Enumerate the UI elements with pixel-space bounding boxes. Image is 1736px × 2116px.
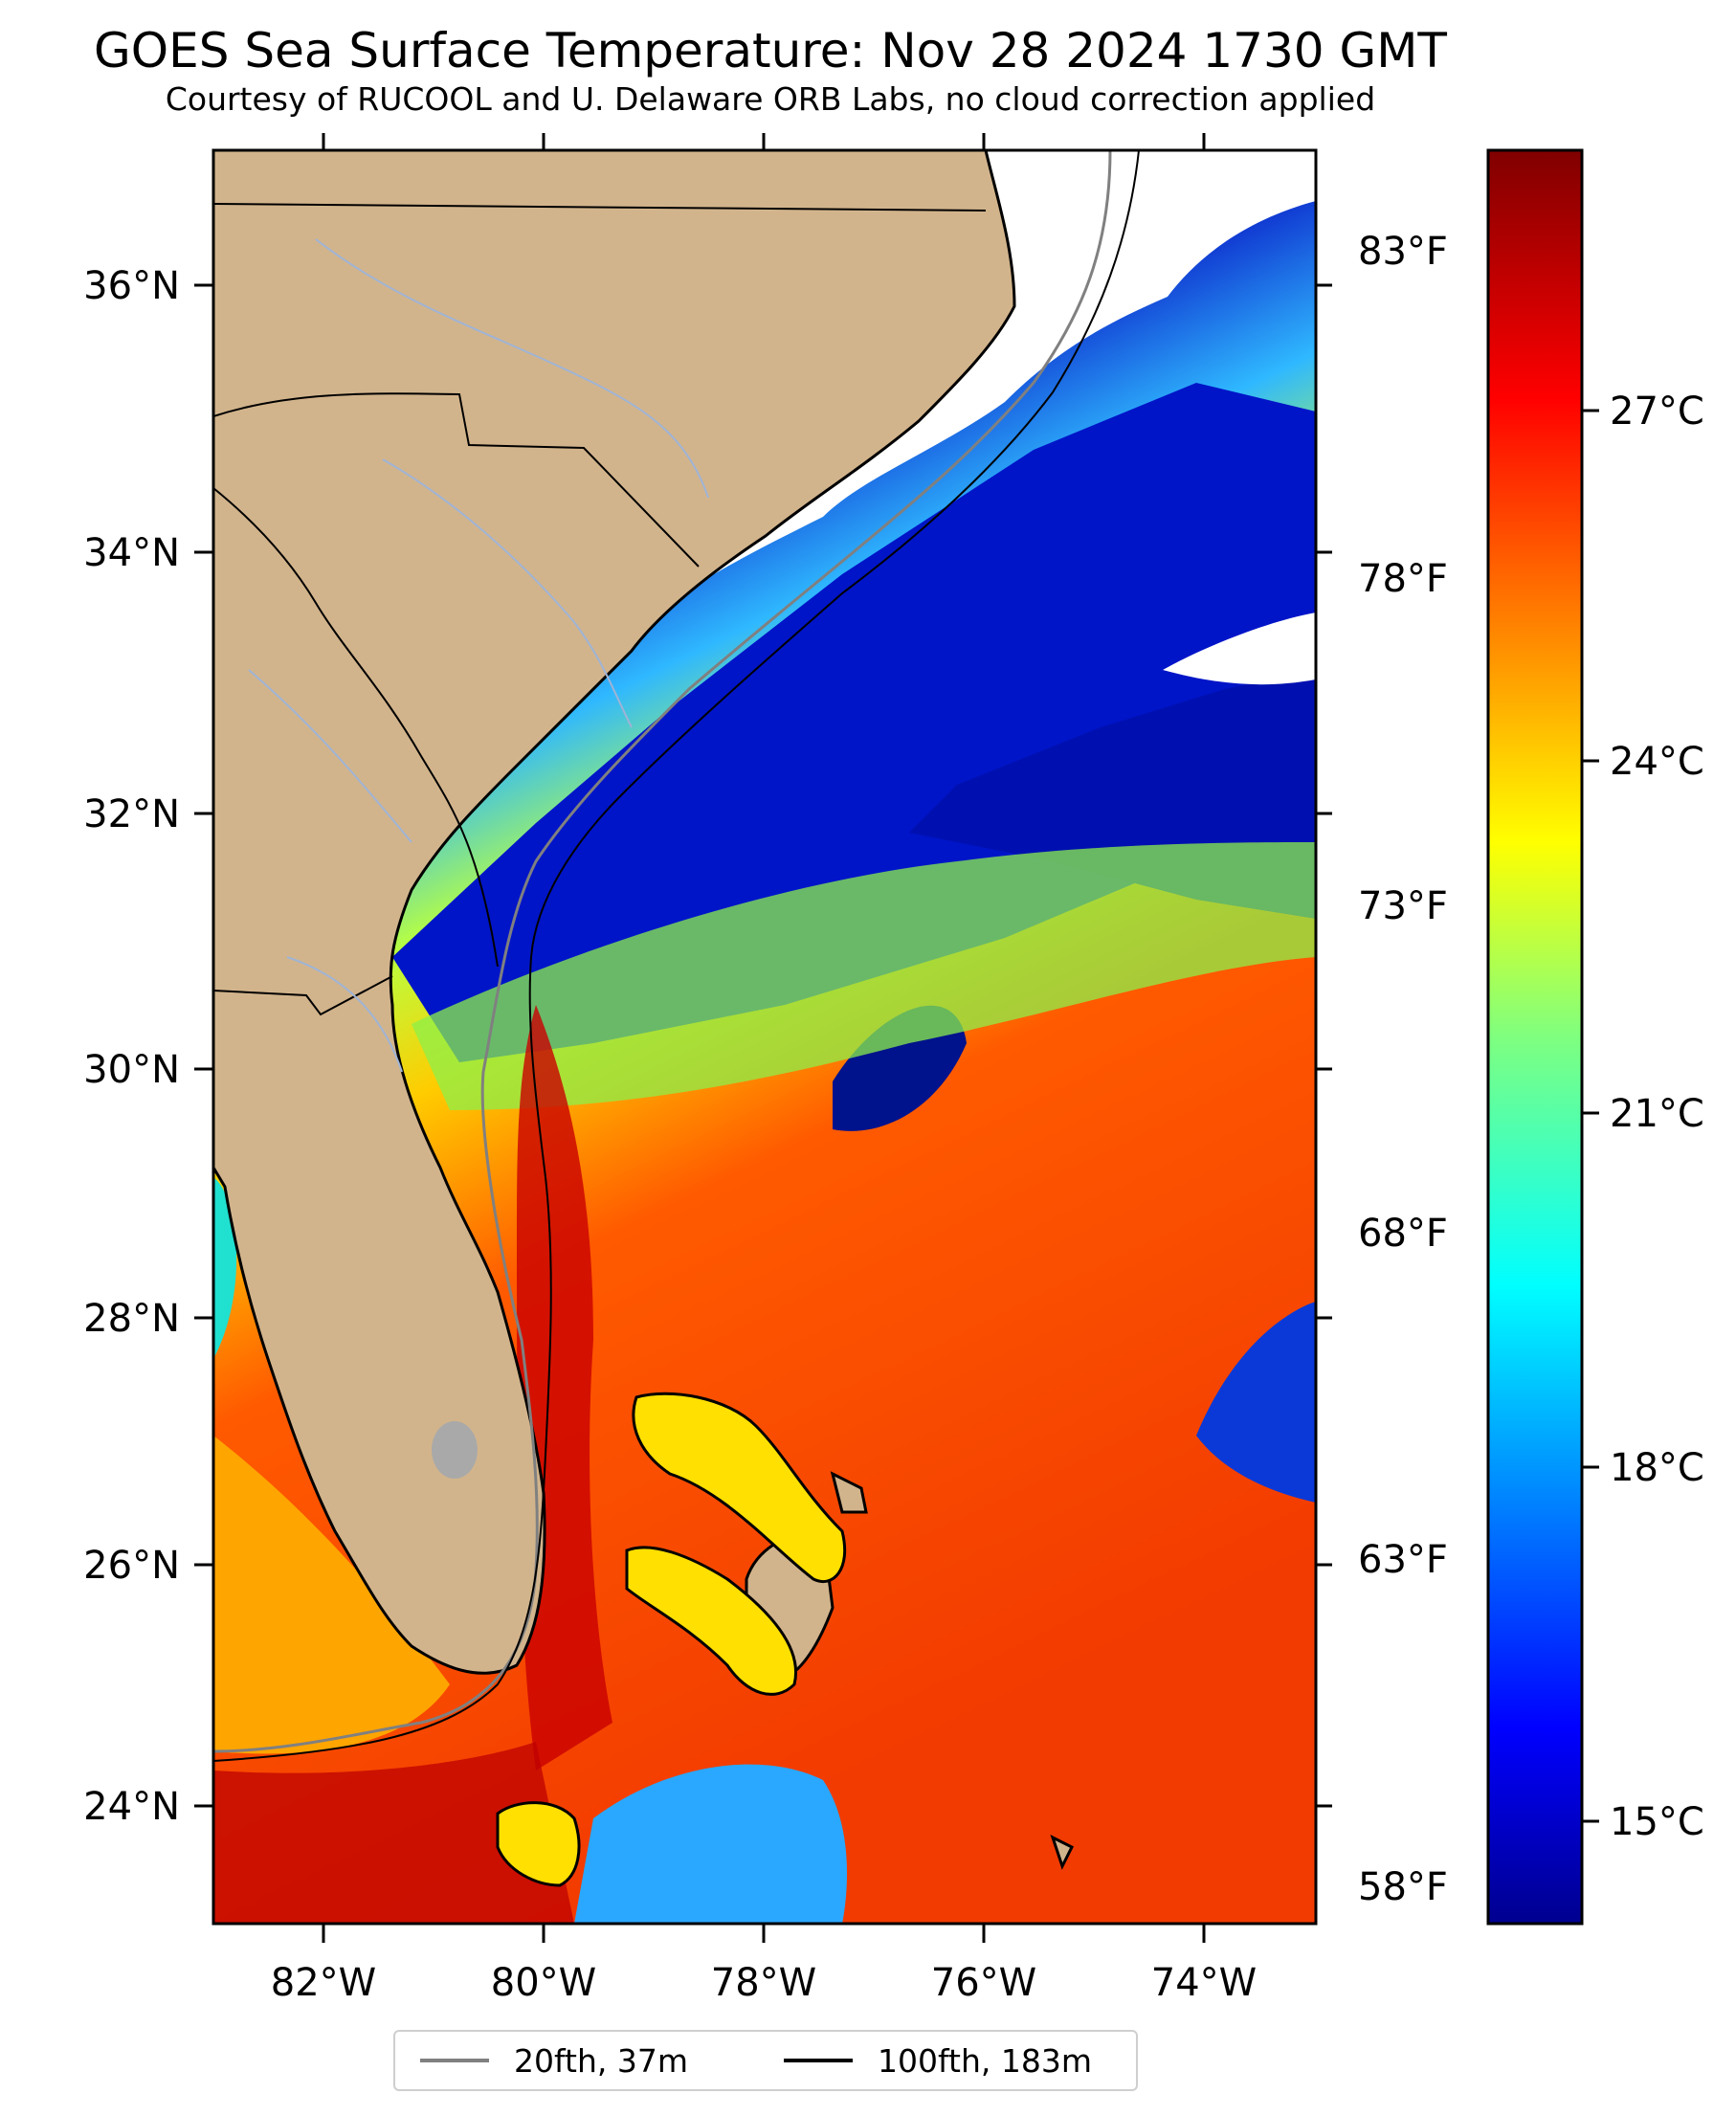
- c-label-24: 24°C: [1610, 740, 1704, 784]
- c-label-18: 18°C: [1610, 1446, 1704, 1490]
- map-title: GOES Sea Surface Temperature: Nov 28 202…: [94, 23, 1447, 78]
- contour-legend: 20fth, 37m 100fth, 183m: [393, 2030, 1138, 2091]
- cloud-mask-north: [364, 150, 1316, 919]
- colorbar: [1486, 148, 1584, 1926]
- green-mixing-zone: [412, 842, 1316, 1110]
- f-label-68: 68°F: [1358, 1212, 1448, 1256]
- f-label-73: 73°F: [1358, 884, 1448, 928]
- colorbar-ticks: [1582, 409, 1599, 1823]
- legend-label-100fth: 100fth, 183m: [878, 2041, 1092, 2080]
- cloud-mask-east: [1163, 613, 1316, 685]
- lon-label-76: 76°W: [931, 1961, 1036, 2005]
- lat-label-30: 30°N: [83, 1048, 180, 1092]
- f-label-58: 58°F: [1358, 1865, 1448, 1909]
- lon-label-82: 82°W: [271, 1961, 376, 2005]
- map-area: [213, 150, 1316, 1924]
- bahamas-banks: [496, 1392, 847, 1887]
- lat-label-32: 32°N: [83, 792, 180, 836]
- bahamas-cool-water: [574, 1764, 847, 1924]
- map-subtitle: Courtesy of RUCOOL and U. Delaware ORB L…: [165, 80, 1376, 118]
- map-ticks: [194, 133, 1332, 1943]
- mainland-landmass: [213, 150, 1016, 1675]
- legend-swatch-black: [784, 2059, 853, 2062]
- c-label-27: 27°C: [1610, 390, 1704, 434]
- lon-label-78: 78°W: [711, 1961, 816, 2005]
- lat-label-26: 26°N: [83, 1544, 180, 1588]
- latitude-labels: 36°N 34°N 32°N 30°N 28°N 26°N 24°N: [83, 264, 180, 1829]
- state-borders: [213, 203, 987, 1016]
- lat-label-28: 28°N: [83, 1297, 180, 1341]
- f-label-63: 63°F: [1358, 1538, 1448, 1582]
- lat-label-34: 34°N: [83, 531, 180, 575]
- celsius-labels: 27°C 24°C 21°C 18°C 15°C: [1610, 390, 1704, 1844]
- florida-straits-warm: [213, 1742, 574, 1924]
- lat-label-36: 36°N: [83, 264, 180, 308]
- lon-label-80: 80°W: [491, 1961, 596, 2005]
- lat-label-24: 24°N: [83, 1785, 180, 1829]
- f-label-83: 83°F: [1358, 230, 1448, 274]
- legend-swatch-gray: [420, 2059, 489, 2062]
- rivers: [248, 238, 709, 1073]
- legend-item-20fth: 20fth, 37m: [420, 2041, 688, 2080]
- c-label-21: 21°C: [1610, 1092, 1704, 1136]
- f-label-78: 78°F: [1358, 557, 1448, 601]
- cool-eddy-2: [1196, 1302, 1316, 1503]
- gulf-warm-water: [213, 1436, 450, 1754]
- lake-okeechobee: [432, 1421, 478, 1479]
- legend-item-100fth: 100fth, 183m: [784, 2041, 1092, 2080]
- c-label-15: 15°C: [1610, 1800, 1704, 1844]
- longitude-labels: 82°W 80°W 78°W 76°W 74°W: [271, 1961, 1257, 2005]
- legend-label-20fth: 20fth, 37m: [514, 2041, 688, 2080]
- fahrenheit-labels: 83°F 78°F 73°F 68°F 63°F 58°F: [1358, 230, 1448, 1909]
- lon-label-74: 74°W: [1151, 1961, 1257, 2005]
- contour-100fth: [213, 150, 1140, 1762]
